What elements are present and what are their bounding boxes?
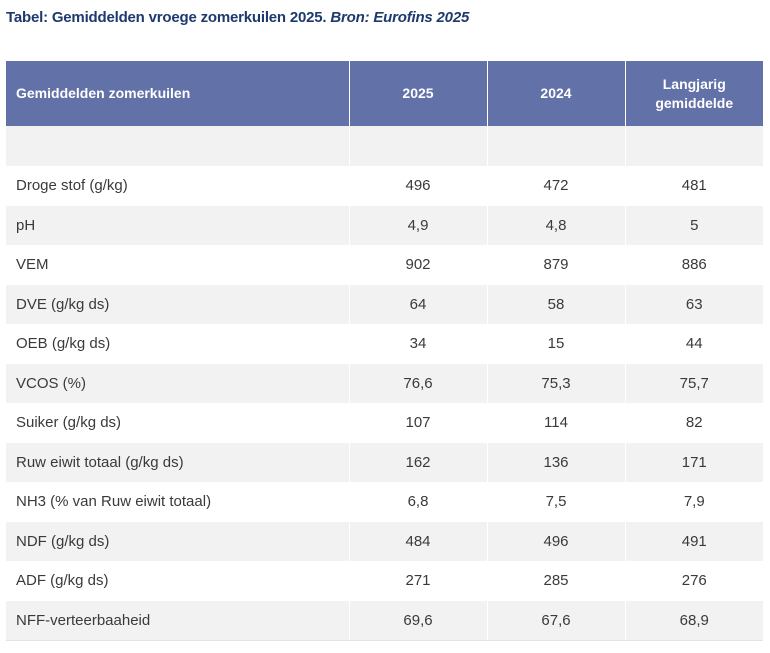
table-row: NDF (g/kg ds) 484 496 491: [6, 521, 763, 561]
row-label: OEB (g/kg ds): [6, 324, 349, 364]
spacer-cell: [348, 126, 487, 166]
cell-2024: 4,8: [486, 205, 625, 245]
cell-long-term: 886: [624, 245, 763, 285]
row-label: NFF-verteerbaaheid: [6, 600, 349, 641]
spacer-cell: [486, 126, 625, 166]
cell-2024: 67,6: [486, 600, 625, 641]
row-label: Ruw eiwit totaal (g/kg ds): [6, 442, 349, 482]
table-caption: Tabel: Gemiddelden vroege zomerkuilen 20…: [6, 9, 469, 26]
cell-long-term: 491: [624, 521, 763, 561]
row-label: Droge stof (g/kg): [6, 166, 349, 206]
cell-2025: 484: [348, 521, 487, 561]
table-row: VEM 902 879 886: [6, 245, 763, 285]
cell-2025: 64: [348, 284, 487, 324]
cell-2024: 136: [486, 442, 625, 482]
spacer-cell: [624, 126, 763, 166]
cell-long-term: 276: [624, 561, 763, 601]
row-label: Suiker (g/kg ds): [6, 403, 349, 443]
cell-2025: 271: [348, 561, 487, 601]
table-row: Droge stof (g/kg) 496 472 481: [6, 166, 763, 206]
header-cell-2024: 2024: [486, 61, 625, 126]
table-row: Ruw eiwit totaal (g/kg ds) 162 136 171: [6, 442, 763, 482]
table-row: ADF (g/kg ds) 271 285 276: [6, 561, 763, 601]
cell-long-term: 75,7: [624, 363, 763, 403]
cell-2024: 15: [486, 324, 625, 364]
row-label: VCOS (%): [6, 363, 349, 403]
row-label: NDF (g/kg ds): [6, 521, 349, 561]
table-row: OEB (g/kg ds) 34 15 44: [6, 324, 763, 364]
cell-2025: 4,9: [348, 205, 487, 245]
table-row: NH3 (% van Ruw eiwit totaal) 6,8 7,5 7,9: [6, 482, 763, 522]
header-row: Gemiddelden zomerkuilen 2025 2024 Langja…: [6, 61, 763, 126]
row-label: DVE (g/kg ds): [6, 284, 349, 324]
spacer-cell: [6, 126, 349, 166]
table-row: VCOS (%) 76,6 75,3 75,7: [6, 363, 763, 403]
cell-2025: 69,6: [348, 600, 487, 641]
table-body: Droge stof (g/kg) 496 472 481 pH 4,9 4,8…: [6, 126, 763, 641]
header-cell-long-term: Langjarig gemiddelde: [624, 61, 763, 126]
cell-2025: 76,6: [348, 363, 487, 403]
table-row: pH 4,9 4,8 5: [6, 205, 763, 245]
cell-2025: 902: [348, 245, 487, 285]
header-cell-long-term-text: Langjarig gemiddelde: [655, 75, 734, 111]
cell-2024: 114: [486, 403, 625, 443]
cell-long-term: 171: [624, 442, 763, 482]
header-cell-2025: 2025: [348, 61, 487, 126]
cell-2024: 472: [486, 166, 625, 206]
cell-long-term: 82: [624, 403, 763, 443]
cell-long-term: 68,9: [624, 600, 763, 641]
cell-long-term: 63: [624, 284, 763, 324]
cell-2024: 75,3: [486, 363, 625, 403]
cell-2024: 496: [486, 521, 625, 561]
cell-2025: 162: [348, 442, 487, 482]
spacer-row: [6, 126, 763, 166]
caption-title: Tabel: Gemiddelden vroege zomerkuilen 20…: [6, 9, 327, 26]
header-cell-parameter: Gemiddelden zomerkuilen: [6, 61, 349, 126]
table-row: Suiker (g/kg ds) 107 114 82: [6, 403, 763, 443]
cell-2025: 107: [348, 403, 487, 443]
cell-2024: 7,5: [486, 482, 625, 522]
cell-long-term: 481: [624, 166, 763, 206]
row-label: pH: [6, 205, 349, 245]
row-label: NH3 (% van Ruw eiwit totaal): [6, 482, 349, 522]
averages-table: Gemiddelden zomerkuilen 2025 2024 Langja…: [6, 61, 763, 641]
table-header: Gemiddelden zomerkuilen 2025 2024 Langja…: [6, 61, 763, 126]
cell-long-term: 7,9: [624, 482, 763, 522]
table-row: NFF-verteerbaaheid 69,6 67,6 68,9: [6, 600, 763, 641]
table-row: DVE (g/kg ds) 64 58 63: [6, 284, 763, 324]
cell-long-term: 5: [624, 205, 763, 245]
cell-2025: 496: [348, 166, 487, 206]
caption-source: Bron: Eurofins 2025: [330, 9, 470, 26]
cell-2025: 34: [348, 324, 487, 364]
cell-2024: 285: [486, 561, 625, 601]
cell-2025: 6,8: [348, 482, 487, 522]
cell-2024: 879: [486, 245, 625, 285]
cell-2024: 58: [486, 284, 625, 324]
row-label: VEM: [6, 245, 349, 285]
cell-long-term: 44: [624, 324, 763, 364]
row-label: ADF (g/kg ds): [6, 561, 349, 601]
